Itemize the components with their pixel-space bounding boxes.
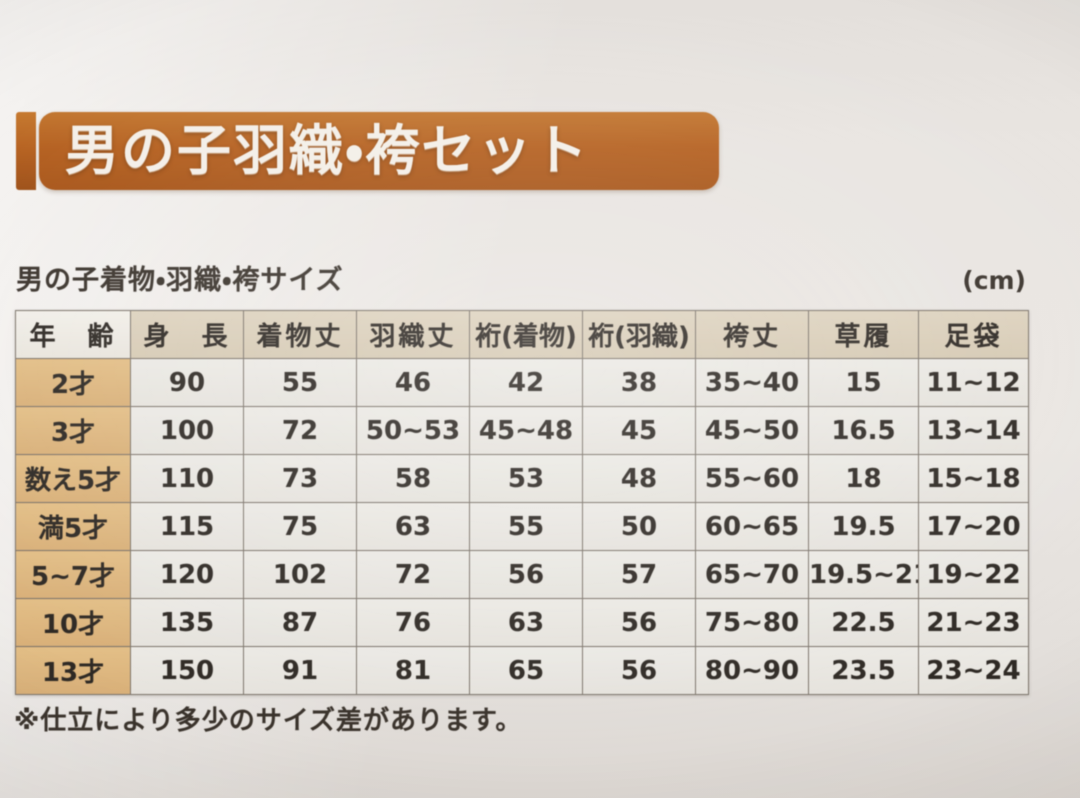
cell-yuki-haori: 56 — [582, 598, 696, 647]
cell-kimono-length: 75 — [243, 502, 357, 551]
cell-zori-size: 22.5 — [808, 598, 919, 647]
table-row: 10才 135 87 76 63 56 75~80 22.5 21~23 — [15, 598, 1029, 647]
cell-tabi-size: 11~12 — [918, 358, 1029, 407]
cell-yuki-kimono: 65 — [469, 646, 583, 695]
cell-hakama-length: 75~80 — [695, 598, 809, 647]
cell-yuki-kimono: 42 — [469, 358, 583, 407]
table-row: 2才 90 55 46 42 38 35~40 15 11~12 — [15, 358, 1029, 407]
cell-height: 90 — [130, 358, 244, 407]
cell-age: 5~7才 — [15, 550, 131, 599]
cell-haori-length: 81 — [356, 646, 470, 695]
title-banner: 男の子羽織・袴セット — [16, 112, 719, 190]
column-header-hakama: 袴丈 — [695, 310, 809, 359]
cell-age: 数え5才 — [15, 454, 131, 503]
page-title: 男の子羽織・袴セット — [65, 119, 590, 182]
table-row: 数え5才 110 73 58 53 48 55~60 18 15~18 — [15, 454, 1029, 503]
cell-kimono-length: 55 — [243, 358, 357, 407]
cell-zori-size: 15 — [808, 358, 919, 407]
cell-yuki-kimono: 56 — [469, 550, 583, 599]
cell-height: 115 — [130, 502, 244, 551]
cell-kimono-length: 72 — [243, 406, 357, 455]
cell-yuki-haori: 38 — [582, 358, 696, 407]
cell-kimono-length: 102 — [243, 550, 357, 599]
cell-tabi-size: 15~18 — [918, 454, 1029, 503]
cell-zori-size: 19.5 — [808, 502, 919, 551]
cell-haori-length: 58 — [356, 454, 470, 503]
column-header-kimono: 着物丈 — [243, 310, 357, 359]
column-header-haori: 羽織丈 — [356, 310, 470, 359]
table-header: 年 齢 身 長 着物丈 羽織丈 裄(着物) 裄(羽織) 袴丈 草履 足袋 — [15, 310, 1029, 359]
cell-hakama-length: 55~60 — [695, 454, 809, 503]
table-body: 2才 90 55 46 42 38 35~40 15 11~12 3才 100 72 50~53 45~4… — [15, 358, 1029, 695]
cell-zori-size: 19.5~21 — [808, 550, 919, 599]
cell-tabi-size: 13~14 — [918, 406, 1029, 455]
banner-body: 男の子羽織・袴セット — [39, 112, 719, 190]
cell-age: 2才 — [15, 358, 131, 407]
table-header-row: 年 齢 身 長 着物丈 羽織丈 裄(着物) 裄(羽織) 袴丈 草履 足袋 — [15, 310, 1029, 359]
cell-height: 100 — [130, 406, 244, 455]
cell-yuki-haori: 56 — [582, 646, 696, 695]
cell-tabi-size: 19~22 — [918, 550, 1029, 599]
table-row: 満5才 115 75 63 55 50 60~65 19.5 17~20 — [15, 502, 1029, 551]
cell-haori-length: 46 — [356, 358, 470, 407]
cell-haori-length: 63 — [356, 502, 470, 551]
cell-age: 10才 — [15, 598, 131, 647]
footnote-text: ※仕立により多少のサイズ差があります。 — [14, 706, 523, 736]
cell-tabi-size: 21~23 — [918, 598, 1029, 647]
cell-kimono-length: 87 — [243, 598, 357, 647]
cell-zori-size: 18 — [808, 454, 919, 503]
table-row: 13才 150 91 81 65 56 80~90 23.5 23~24 — [15, 646, 1029, 695]
cell-haori-length: 50~53 — [356, 406, 470, 455]
cell-hakama-length: 45~50 — [695, 406, 809, 455]
cell-yuki-kimono: 55 — [469, 502, 583, 551]
cell-zori-size: 23.5 — [808, 646, 919, 695]
size-table-container: 年 齢 身 長 着物丈 羽織丈 裄(着物) 裄(羽織) 袴丈 草履 足袋 2才 9… — [15, 310, 1029, 695]
cell-height: 135 — [130, 598, 244, 647]
cell-yuki-kimono: 53 — [469, 454, 583, 503]
cell-height: 110 — [130, 454, 244, 503]
cell-height: 150 — [130, 646, 244, 695]
cell-hakama-length: 65~70 — [695, 550, 809, 599]
cell-yuki-haori: 45 — [582, 406, 696, 455]
cell-haori-length: 72 — [356, 550, 470, 599]
table-row: 3才 100 72 50~53 45~48 45 45~50 16.5 13~14 — [15, 406, 1029, 455]
cell-hakama-length: 80~90 — [695, 646, 809, 695]
size-table: 年 齢 身 長 着物丈 羽織丈 裄(着物) 裄(羽織) 袴丈 草履 足袋 2才 9… — [15, 310, 1029, 695]
subtitle-row: 男の子着物・羽織・袴サイズ (cm) — [16, 258, 1026, 297]
column-header-zori: 草履 — [808, 310, 919, 359]
cell-zori-size: 16.5 — [808, 406, 919, 455]
cell-yuki-haori: 50 — [582, 502, 696, 551]
cell-hakama-length: 60~65 — [695, 502, 809, 551]
column-header-age: 年 齢 — [15, 310, 131, 359]
cell-yuki-haori: 48 — [582, 454, 696, 503]
cell-yuki-haori: 57 — [582, 550, 696, 599]
cell-yuki-kimono: 45~48 — [469, 406, 583, 455]
column-header-tabi: 足袋 — [918, 310, 1029, 359]
cell-kimono-length: 91 — [243, 646, 357, 695]
cell-haori-length: 76 — [356, 598, 470, 647]
cell-age: 3才 — [15, 406, 131, 455]
cell-kimono-length: 73 — [243, 454, 357, 503]
column-header-yuki-haori: 裄(羽織) — [582, 310, 696, 359]
cell-tabi-size: 23~24 — [918, 646, 1029, 695]
cell-hakama-length: 35~40 — [695, 358, 809, 407]
cell-age: 13才 — [15, 646, 131, 695]
unit-label: (cm) — [962, 266, 1026, 295]
table-caption: 男の子着物・羽織・袴サイズ — [16, 265, 344, 296]
cell-height: 120 — [130, 550, 244, 599]
cell-yuki-kimono: 63 — [469, 598, 583, 647]
column-header-height: 身 長 — [130, 310, 244, 359]
cell-age: 満5才 — [15, 502, 131, 551]
cell-tabi-size: 17~20 — [918, 502, 1029, 551]
banner-accent-tab — [16, 112, 36, 190]
column-header-yuki-kimono: 裄(着物) — [469, 310, 583, 359]
